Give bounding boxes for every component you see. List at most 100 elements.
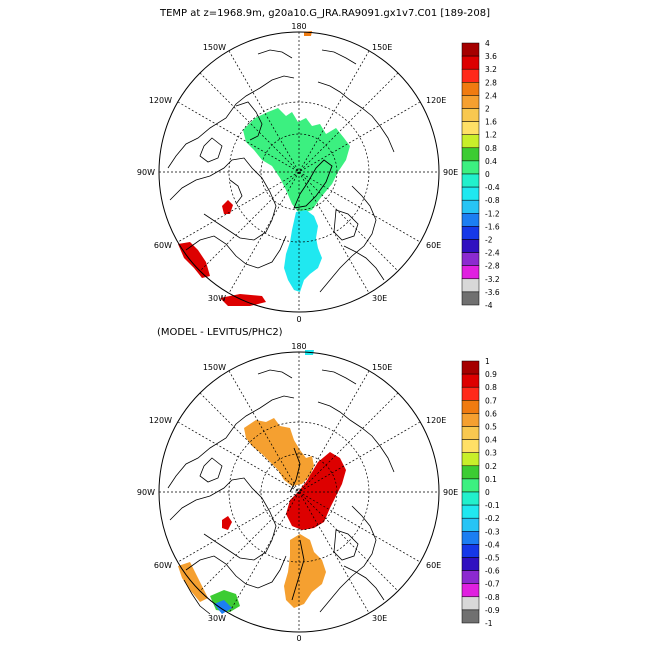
- colorbar-tick-label: -4: [485, 301, 493, 310]
- field-red-baffin: [222, 516, 232, 530]
- colorbar-swatch: [461, 252, 480, 266]
- colorbar-tick-label: 1.2: [485, 131, 497, 140]
- colorbar-swatch: [461, 239, 480, 253]
- colorbar-tick-label: -0.5: [485, 554, 500, 563]
- colorbar-tick-label: 0.7: [485, 396, 497, 405]
- panel-1-title: TEMP at z=1968.9m, g20a10.G_JRA.RA9091.g…: [160, 8, 490, 19]
- lon-label-60w: 60W: [154, 561, 172, 570]
- colorbar-swatch: [461, 570, 480, 584]
- colorbar-swatch: [461, 386, 480, 401]
- lon-label-120e: 120E: [426, 416, 446, 425]
- colorbar-swatch: [461, 134, 480, 149]
- lon-label-60e: 60E: [426, 241, 441, 250]
- colorbar-swatch: [461, 517, 480, 532]
- lon-label-30e: 30E: [372, 614, 387, 623]
- coastline-layer: [167, 49, 395, 293]
- colorbar-tick-label: 3.2: [485, 65, 497, 74]
- colorbar-swatch: [461, 160, 480, 175]
- colorbar-tick-label: -0.6: [485, 567, 500, 576]
- panel-2-title: (MODEL - LEVITUS/PHC2): [157, 327, 283, 338]
- colorbar-tick-label: 0.4: [485, 436, 497, 445]
- colorbar-tick-label: -3.6: [485, 288, 500, 297]
- colorbar-tick-label: -3.2: [485, 275, 500, 284]
- lon-label-120e: 120E: [426, 96, 446, 105]
- colorbar-panel-1: 4 3.6 3.2 2.8 2.4 2 1.6 1.2 0.8 0.4 0 -0.4 -0.8 -1.2 -…: [461, 39, 500, 310]
- colorbar-swatch: [461, 278, 480, 293]
- lon-label-30e: 30E: [372, 294, 387, 303]
- longitude-labels: 180 0 90W 90E 150W 120W 150E 120E 60W 30…: [137, 342, 458, 643]
- colorbar-swatch: [461, 360, 480, 375]
- colorbar-tick-label: 0.6: [485, 409, 497, 418]
- colorbar-swatch: [461, 491, 480, 506]
- field-orange-canada-basin: [244, 418, 314, 486]
- colorbar-swatch: [461, 173, 480, 188]
- lon-label-150e: 150E: [372, 43, 392, 52]
- field-cyan-eurasian: [284, 210, 322, 292]
- colorbar-tick-label: 0.8: [485, 383, 497, 392]
- colorbar-tick-label: -0.2: [485, 514, 500, 523]
- field-red-labrador: [178, 242, 210, 278]
- polar-map-panel-1: 180 0 90W 90E 150W 120W 150E 120E 60W 30…: [137, 22, 500, 324]
- longitude-labels: 180 0 90W 90E 150W 120W 150E 120E 60W 30…: [137, 22, 458, 324]
- colorbar-swatch: [461, 400, 480, 414]
- colorbar-tick-label: -2: [485, 236, 493, 245]
- colorbar-swatch: [461, 531, 480, 545]
- colorbar-tick-label: 1.6: [485, 118, 497, 127]
- field-red-baffin: [222, 200, 233, 214]
- lon-label-180: 180: [291, 342, 306, 351]
- colorbar-swatch: [461, 213, 480, 227]
- field-atlantic-blue: [214, 600, 232, 614]
- colorbar-tick-label: 4: [485, 39, 490, 48]
- colorbar-tick-label: -0.7: [485, 580, 500, 589]
- graticule-layer: [159, 32, 439, 312]
- colorbar-tick-label: 3.6: [485, 52, 497, 61]
- colorbar-swatch: [461, 108, 480, 122]
- lon-label-0: 0: [296, 315, 301, 324]
- colorbar-tick-label: 0.3: [485, 449, 497, 458]
- colorbar-swatch: [461, 413, 480, 427]
- ocean-field-layer: [178, 350, 346, 614]
- colorbar-tick-label: -0.9: [485, 606, 500, 615]
- colorbar-swatch: [461, 544, 480, 558]
- colorbar-swatch: [461, 95, 480, 109]
- colorbar-tick-label: 1: [485, 357, 490, 366]
- colorbar-tick-label: 0: [485, 170, 490, 179]
- field-orange-fram: [284, 534, 326, 608]
- lon-label-180: 180: [291, 22, 306, 31]
- colorbar-tick-label: -1.2: [485, 209, 500, 218]
- colorbar-swatch: [461, 504, 480, 519]
- colorbar-swatch: [461, 82, 480, 96]
- colorbar-swatch: [461, 439, 480, 453]
- map-boundary: [158, 351, 440, 633]
- colorbar-tick-label: 0.1: [485, 475, 497, 484]
- colorbar-tick-label: 0.5: [485, 423, 497, 432]
- colorbar-tick-label: 2.4: [485, 91, 497, 100]
- colorbar-swatch: [461, 291, 480, 306]
- ocean-field-layer: [178, 31, 350, 306]
- colorbar-swatch: [461, 55, 480, 70]
- lon-label-120w: 120W: [149, 416, 172, 425]
- colorbar-tick-label: -0.8: [485, 593, 500, 602]
- colorbar-tick-label: -0.8: [485, 196, 500, 205]
- colorbar-tick-label: -0.3: [485, 527, 500, 536]
- colorbar-swatch: [461, 265, 480, 280]
- colorbar-swatch: [461, 42, 480, 57]
- colorbar-swatch: [461, 596, 480, 611]
- colorbar-swatch: [461, 199, 480, 214]
- lon-label-150w: 150W: [203, 43, 226, 52]
- lon-label-150e: 150E: [372, 363, 392, 372]
- colorbar-tick-label: -1: [485, 619, 493, 628]
- colorbar-tick-label: -2.8: [485, 262, 500, 271]
- colorbar-swatch: [461, 465, 480, 480]
- colorbar-tick-label: 2: [485, 105, 490, 114]
- lon-label-90w: 90W: [137, 168, 155, 177]
- colorbar-swatch: [461, 426, 480, 440]
- colorbar-swatch: [461, 121, 480, 135]
- colorbar-swatch: [461, 68, 480, 83]
- colorbar-tick-label: 0.8: [485, 144, 497, 153]
- lon-label-90w: 90W: [137, 488, 155, 497]
- colorbar-swatch: [461, 452, 480, 467]
- colorbar-swatch: [461, 609, 480, 624]
- lon-label-90e: 90E: [443, 488, 458, 497]
- colorbar-swatch: [461, 186, 480, 201]
